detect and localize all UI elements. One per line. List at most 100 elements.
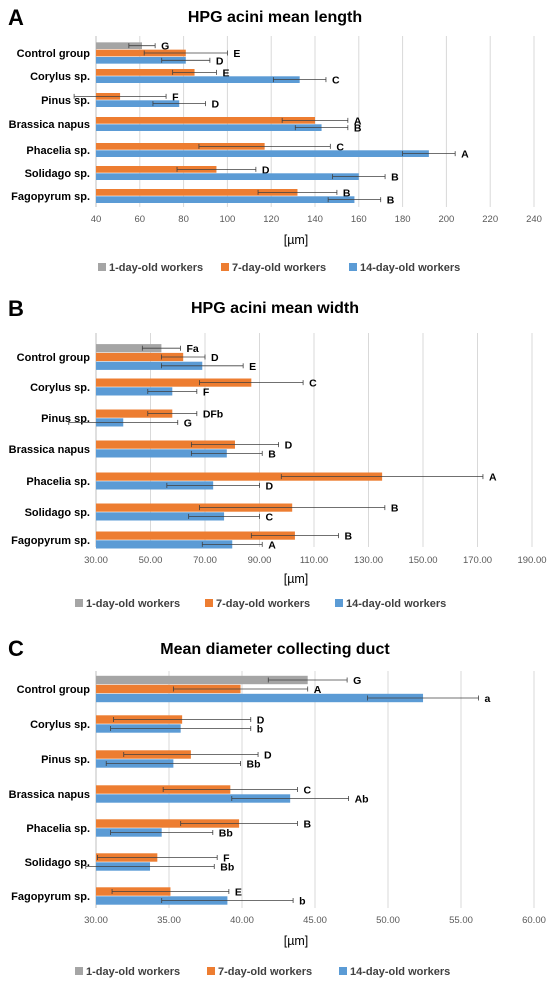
bar (96, 675, 308, 685)
bar (96, 472, 383, 481)
legend-swatch (75, 967, 83, 975)
significance-label: a (485, 693, 491, 705)
x-tick-label: 180 (395, 214, 411, 225)
chart-title: HPG acini mean width (191, 300, 359, 317)
legend-entry: 14-day-old workers (350, 966, 450, 978)
bar (96, 344, 162, 353)
significance-label: E (233, 48, 240, 60)
x-tick-label: 50.00 (139, 555, 163, 566)
significance-label: B (303, 819, 311, 831)
x-tick-label: 70.00 (193, 555, 217, 566)
bar (96, 819, 240, 828)
significance-label: Ab (355, 794, 369, 806)
significance-label: D (266, 480, 274, 492)
significance-label: D (211, 352, 219, 364)
significance-label: G (353, 675, 361, 687)
x-tick-label: 170.00 (463, 555, 492, 566)
significance-label: F (223, 853, 230, 865)
bar (96, 531, 295, 540)
category-label: Phacelia sp. (26, 145, 90, 157)
significance-label: b (257, 724, 263, 736)
x-tick-label: 90.00 (248, 555, 272, 566)
legend-entry: 1-day-old workers (86, 598, 180, 610)
significance-label: A (268, 539, 276, 551)
significance-label: A (489, 472, 497, 484)
bar (96, 124, 322, 131)
significance-label: B (345, 531, 353, 543)
significance-label: D (262, 164, 270, 176)
bar (96, 117, 315, 124)
significance-label: B (354, 123, 362, 135)
panel-letter: B (8, 296, 24, 321)
x-tick-label: 240 (526, 214, 542, 225)
x-tick-label: 120 (263, 214, 279, 225)
significance-label: A (354, 115, 362, 127)
category-label: Control group (17, 352, 91, 364)
bar (96, 684, 241, 694)
category-label: Pinus sp. (41, 754, 90, 766)
significance-label: D (285, 440, 293, 452)
significance-label: F (203, 386, 210, 398)
chart-panel-c: C Mean diameter collecting duct 30.00 35.00… (8, 636, 546, 978)
category-label: Brassica napus (9, 119, 90, 131)
category-label: Solidago sp. (25, 168, 90, 180)
bar (96, 352, 184, 362)
legend-swatch (207, 967, 215, 975)
x-tick-label: 100 (219, 214, 235, 225)
significance-label: B (391, 503, 399, 515)
significance-label: G (184, 417, 192, 429)
legend-entry: 7-day-old workers (218, 966, 312, 978)
category-label: Phacelia sp. (26, 476, 90, 488)
bar (96, 794, 291, 803)
category-label: Corylus sp. (30, 719, 90, 731)
x-tick-label: 50.00 (376, 915, 400, 926)
x-tick-label: 35.00 (157, 915, 181, 926)
category-label: Control group (17, 48, 91, 60)
significance-label: F (172, 91, 179, 103)
bar (96, 378, 252, 387)
panel-letter: C (8, 636, 24, 661)
significance-label: G (161, 41, 169, 53)
category-label: Solidago sp. (25, 507, 90, 519)
significance-label: Bb (220, 862, 234, 874)
chart-panel-a: A HPG acini mean length 40 60 80 100 120 140 160… (8, 5, 542, 274)
chart-title: HPG acini mean length (188, 9, 362, 26)
x-axis-label: [µm] (284, 572, 309, 586)
category-label: Fagopyrum sp. (11, 891, 90, 903)
x-tick-label: 45.00 (303, 915, 327, 926)
x-tick-label: 30.00 (84, 915, 108, 926)
x-tick-label: 55.00 (449, 915, 473, 926)
bar (96, 42, 142, 50)
category-label: Control group (17, 684, 91, 696)
bar (96, 693, 424, 703)
significance-label: E (222, 67, 229, 79)
category-label: Fagopyrum sp. (11, 535, 90, 547)
legend-swatch (221, 263, 229, 271)
legend-swatch (75, 599, 83, 607)
x-tick-label: 60.00 (522, 915, 546, 926)
legend-entry: 14-day-old workers (360, 262, 460, 274)
bar (96, 387, 173, 396)
x-tick-label: 220 (482, 214, 498, 225)
legend-entry: 14-day-old workers (346, 598, 446, 610)
x-tick-label: 130.00 (354, 555, 383, 566)
significance-label: b (299, 896, 305, 908)
significance-label: E (235, 887, 242, 899)
category-label: Phacelia sp. (26, 823, 90, 835)
significance-label: D (212, 99, 220, 111)
legend-swatch (98, 263, 106, 271)
bar (96, 512, 225, 521)
x-tick-label: 30.00 (84, 555, 108, 566)
significance-label: D (264, 750, 272, 762)
significance-label: DFb (203, 409, 223, 421)
x-tick-label: 60 (135, 214, 146, 225)
bar (96, 166, 217, 173)
legend-swatch (335, 599, 343, 607)
legend-entry: 7-day-old workers (232, 262, 326, 274)
bar (96, 440, 235, 449)
x-tick-label: 160 (351, 214, 367, 225)
significance-label: C (332, 75, 340, 87)
significance-label: C (266, 511, 274, 523)
bar (96, 409, 173, 418)
